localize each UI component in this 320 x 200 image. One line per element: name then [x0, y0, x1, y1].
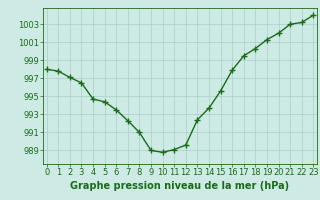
- X-axis label: Graphe pression niveau de la mer (hPa): Graphe pression niveau de la mer (hPa): [70, 181, 290, 191]
